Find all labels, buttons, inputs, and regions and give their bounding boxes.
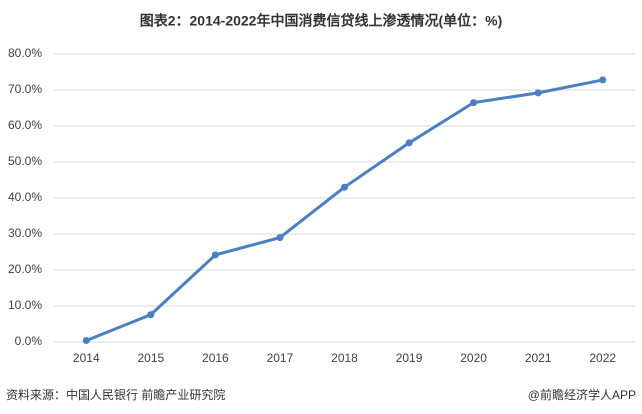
- y-tick-label: 80.0%: [8, 46, 42, 60]
- data-point: [534, 89, 542, 97]
- y-tick-label: 10.0%: [8, 298, 42, 312]
- x-tick-label: 2017: [267, 351, 294, 365]
- y-tick-label: 40.0%: [8, 190, 42, 204]
- data-point: [276, 234, 284, 242]
- y-tick-label: 60.0%: [8, 118, 42, 132]
- chart-title: 图表2：2014-2022年中国消费信贷线上渗透情况(单位：%): [140, 13, 503, 29]
- x-tick-label: 2019: [396, 351, 423, 365]
- x-tick-label: 2014: [73, 351, 100, 365]
- source-note: 资料来源：中国人民银行 前瞻产业研究院: [6, 387, 225, 402]
- y-tick-label: 70.0%: [8, 82, 42, 96]
- x-tick-label: 2015: [137, 351, 164, 365]
- data-point: [211, 251, 219, 259]
- x-tick-label: 2021: [525, 351, 552, 365]
- y-tick-label: 50.0%: [8, 154, 42, 168]
- data-point: [405, 139, 413, 147]
- y-tick-label: 30.0%: [8, 226, 42, 240]
- data-point: [470, 99, 478, 107]
- x-tick-label: 2018: [331, 351, 358, 365]
- y-tick-label: 20.0%: [8, 262, 42, 276]
- x-tick-label: 2020: [460, 351, 487, 365]
- data-point: [147, 311, 155, 319]
- data-point: [599, 76, 607, 84]
- x-tick-label: 2016: [202, 351, 229, 365]
- x-tick-label: 2022: [589, 351, 616, 365]
- data-line: [85, 78, 604, 342]
- data-point: [82, 337, 90, 345]
- y-tick-label: 0.0%: [15, 334, 43, 348]
- data-point: [341, 183, 348, 191]
- credit: @前瞻经济学人APP: [528, 387, 636, 402]
